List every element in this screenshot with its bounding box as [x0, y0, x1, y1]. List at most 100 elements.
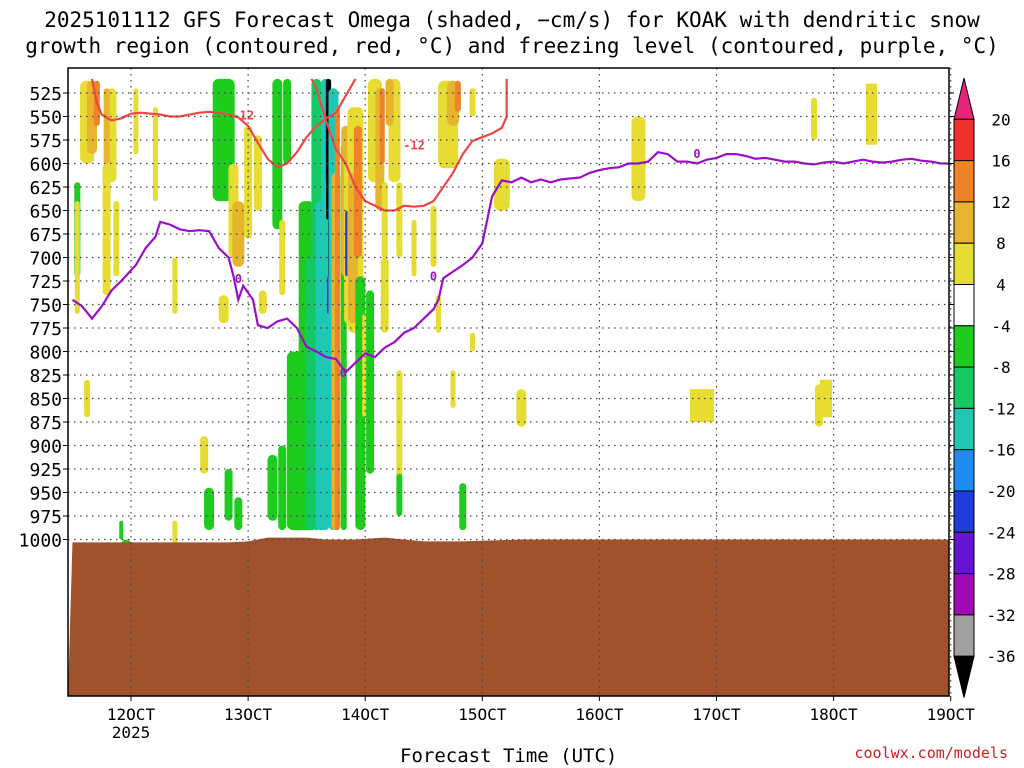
colorbar-label: -12: [987, 399, 1016, 418]
omega-shade: [631, 116, 646, 202]
omega-shade: [396, 182, 403, 258]
omega-shade: [430, 205, 437, 267]
omega-shade: [103, 88, 110, 164]
y-tick-label: 675: [29, 225, 62, 246]
omega-shade: [493, 158, 510, 211]
omega-shade: [253, 135, 262, 211]
colorbar-label: 16: [991, 152, 1010, 171]
colorbar-bin: [953, 407, 975, 451]
omega-shade: [470, 332, 476, 352]
colorbar-bin: [953, 284, 975, 327]
omega-shade: [218, 295, 229, 324]
omega-shade: [283, 78, 292, 164]
omega-shade: [380, 257, 389, 333]
freezing-level-label: 0: [235, 272, 242, 286]
x-tick-label: 16OCT: [575, 705, 624, 724]
colorbar-bin: [953, 118, 975, 162]
omega-shade: [516, 389, 527, 427]
omega-shade: [866, 83, 877, 145]
y-tick-label: 800: [29, 343, 62, 364]
omega-shade: [258, 290, 267, 314]
colorbar: 20 16 12 8 4 -4 -8 -12 -16 -20 -24 -28 -32 -36: [953, 77, 1016, 698]
x-tick-label: 13OCT: [224, 705, 273, 724]
colorbar-bin: [953, 201, 975, 244]
y-tick-label: 900: [29, 437, 62, 458]
colorbar-bin: [953, 242, 975, 285]
omega-shade: [381, 182, 388, 258]
colorbar-bin: [953, 531, 975, 575]
omega-shade: [366, 290, 375, 474]
colorbar-label: -28: [987, 565, 1016, 584]
x-tick-label: 14OCT: [341, 705, 390, 724]
omega-shade: [454, 80, 461, 112]
y-tick-label: 600: [29, 155, 62, 176]
freezing-level-label: 0: [430, 269, 437, 283]
y-tick-label: 825: [29, 366, 62, 387]
colorbar-label: -32: [987, 606, 1016, 625]
y-tick-label: 875: [29, 413, 62, 434]
x-tick-label: 18OCT: [810, 705, 859, 724]
freezing-level-contour: [71, 151, 949, 374]
colorbar-bin: [953, 366, 975, 409]
omega-shade: [396, 473, 403, 516]
omega-shade: [224, 469, 233, 521]
y-tick-label: 525: [29, 84, 62, 105]
colorbar-label: 20: [991, 110, 1010, 129]
dendritic-contour: [90, 78, 357, 169]
omega-shade: [200, 436, 209, 474]
y-tick-label: 700: [29, 249, 62, 270]
y-tick-label: 925: [29, 460, 62, 481]
colorbar-bin: [953, 160, 975, 203]
colorbar-label: -4: [991, 317, 1010, 336]
omega-shade: [411, 219, 417, 277]
omega-shade: [459, 483, 467, 531]
colorbar-label: -20: [987, 482, 1016, 501]
colorbar-bin: [953, 77, 975, 120]
omega-shade: [334, 107, 340, 531]
omega-shade: [172, 520, 178, 545]
plot-frame: [67, 67, 950, 697]
omega-shade: [102, 163, 111, 296]
grid: [68, 68, 952, 696]
omega-shade: [469, 88, 476, 117]
y-tick-label: 550: [29, 108, 62, 129]
omega-shade: [811, 97, 818, 140]
x-tick-label: 19OCT: [927, 705, 976, 724]
omega-shade: [272, 78, 283, 230]
colorbar-label: -24: [987, 523, 1016, 542]
x-tick-label: 15OCT: [458, 705, 507, 724]
omega-shade: [279, 219, 286, 296]
y-tick-label: 650: [29, 202, 62, 223]
y-tick-label: 725: [29, 272, 62, 293]
omega-shade: [119, 520, 124, 540]
omega-shade: [172, 257, 178, 314]
colorbar-bin: [953, 325, 975, 368]
chart-title-line2: growth region (contoured, red, °C) and f…: [25, 34, 999, 58]
y-tick-label: 950: [29, 484, 62, 505]
y-tick-label: 1000: [19, 531, 62, 552]
omega-shade: [690, 389, 714, 422]
omega-shade: [267, 454, 278, 521]
credit-link[interactable]: coolwx.com/models: [854, 744, 1008, 762]
freezing-level-label: 0: [340, 366, 347, 380]
x-tick-label: 12OCT: [107, 705, 156, 724]
y-tick-label: 975: [29, 507, 62, 528]
omega-shade: [379, 88, 385, 164]
freezing-level-label: 0: [693, 147, 700, 161]
y-tick-label: 575: [29, 131, 62, 152]
terrain-fill: [68, 537, 949, 696]
colorbar-label: 12: [991, 193, 1010, 212]
omega-shade: [152, 107, 158, 202]
x-year-label: 2025: [112, 723, 151, 742]
omega-shade: [133, 88, 139, 155]
omega-shade: [232, 201, 245, 267]
y-tick-label: 750: [29, 296, 62, 317]
colorbar-label: 8: [996, 234, 1006, 253]
colorbar-label: -36: [987, 647, 1016, 666]
colorbar-bin: [953, 490, 975, 533]
colorbar-bin: [953, 449, 975, 492]
colorbar-bin: [953, 655, 975, 698]
dendritic-label: -12: [403, 139, 425, 153]
omega-shade: [450, 370, 456, 408]
